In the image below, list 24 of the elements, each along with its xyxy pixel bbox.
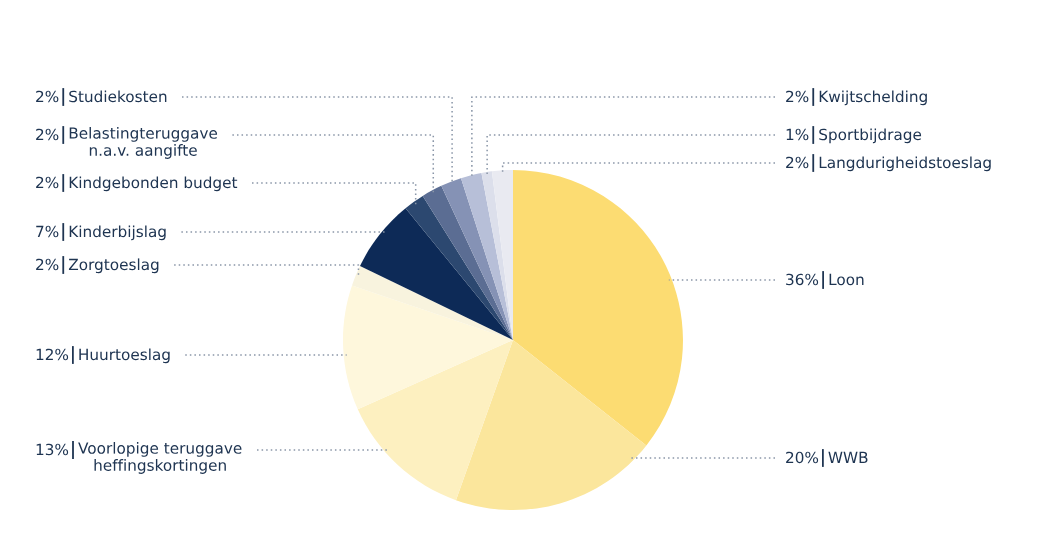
- data-label: 2%: [36, 128, 59, 141]
- slice-label: Belastingteruggave n.a.v. aangifte: [69, 127, 218, 159]
- slice-label: Kwijtschelding: [819, 90, 927, 106]
- slice-label: WWB: [828, 451, 868, 463]
- data-label: 2%: [36, 176, 59, 189]
- data-label: 2%: [786, 156, 809, 169]
- data-label: 2%: [36, 258, 59, 271]
- slice-label: Huurtoeslag: [79, 348, 170, 364]
- slice-label: Studiekosten: [69, 90, 167, 103]
- slice-label: Kindgebonden budget: [69, 176, 238, 192]
- slice-label: Loon: [829, 273, 864, 286]
- data-label: 2%: [786, 90, 809, 103]
- data-label: 12%: [36, 348, 69, 361]
- data-label: 7%: [36, 225, 59, 238]
- data-label: 36%: [786, 273, 819, 286]
- slice-label: Kinderbijslag: [69, 225, 166, 241]
- data-label: 1%: [786, 128, 809, 141]
- data-label: 20%: [786, 451, 819, 464]
- slice-label: Zorgtoeslag: [68, 258, 159, 274]
- slice-label: Voorlopige teruggave heffingskortingen: [78, 442, 242, 474]
- slice-label: Sportbijdrage: [819, 128, 922, 144]
- slice-label: Langdurigheidstoeslag: [819, 156, 991, 172]
- data-label: 2%: [36, 90, 59, 103]
- data-label: 13%: [36, 443, 69, 456]
